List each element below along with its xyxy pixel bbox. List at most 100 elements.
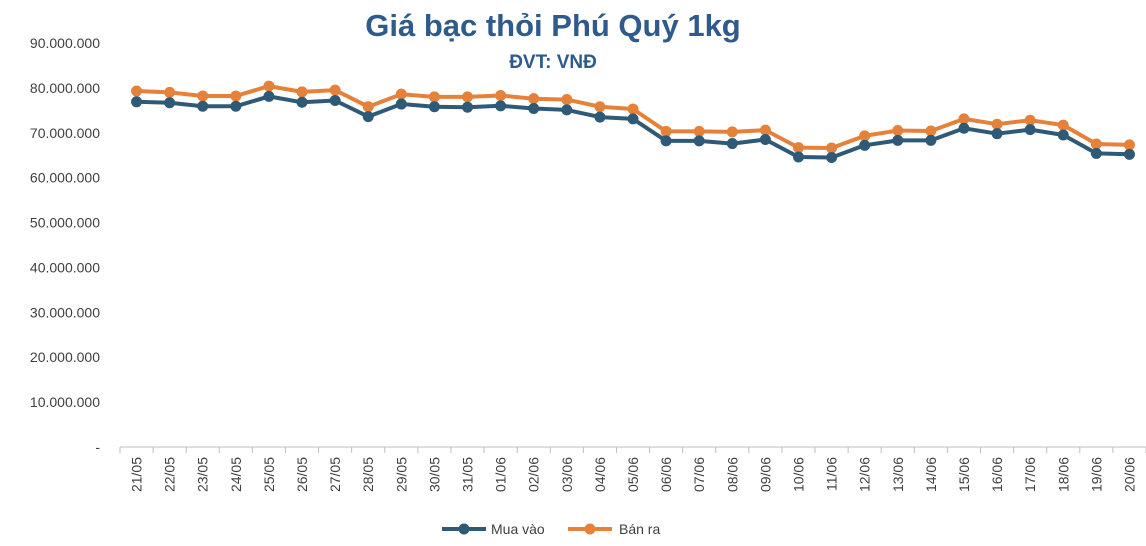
y-tick-label: 50.000.000	[30, 215, 100, 231]
data-point	[495, 90, 507, 102]
data-point	[759, 124, 771, 136]
y-tick-label: 30.000.000	[30, 304, 100, 320]
x-tick-label: 27/05	[327, 457, 343, 492]
data-point	[1024, 124, 1036, 136]
data-point	[1123, 139, 1135, 151]
data-point	[1090, 147, 1102, 159]
x-tick-label: 12/06	[857, 457, 873, 492]
data-point	[892, 125, 904, 137]
data-point	[197, 90, 209, 102]
data-point	[296, 86, 308, 98]
x-tick-label: 20/06	[1121, 457, 1137, 492]
data-point	[627, 103, 639, 115]
data-point	[925, 125, 937, 137]
x-tick-label: 11/06	[824, 457, 840, 491]
x-tick-label: 10/06	[790, 457, 806, 492]
legend-marker	[458, 523, 470, 535]
y-tick-label: 10.000.000	[30, 394, 100, 410]
y-tick-label: 80.000.000	[30, 80, 100, 96]
data-point	[792, 151, 804, 163]
data-point	[462, 101, 474, 113]
data-point	[230, 90, 242, 102]
y-tick-label: 40.000.000	[30, 259, 100, 275]
x-tick-label: 07/06	[691, 457, 707, 492]
data-point	[528, 93, 540, 105]
x-tick-label: 01/06	[493, 457, 509, 492]
data-point	[1090, 138, 1102, 150]
x-tick-label: 03/06	[559, 457, 575, 492]
data-point	[958, 113, 970, 125]
data-point	[197, 100, 209, 112]
x-tick-label: 31/05	[460, 457, 476, 492]
x-tick-label: 02/06	[526, 457, 542, 492]
data-point	[660, 135, 672, 147]
data-point	[859, 139, 871, 151]
data-point	[726, 138, 738, 150]
data-point	[826, 142, 838, 154]
data-point	[296, 96, 308, 108]
data-point	[594, 101, 606, 113]
data-point	[726, 126, 738, 138]
data-point	[991, 128, 1003, 140]
x-tick-label: 14/06	[923, 457, 939, 492]
legend-marker	[584, 523, 596, 535]
x-tick-label: 22/05	[162, 457, 178, 492]
data-point	[991, 118, 1003, 130]
data-point	[859, 130, 871, 142]
x-tick-label: 29/05	[393, 457, 409, 492]
data-point	[263, 90, 275, 102]
legend-label: Mua vào	[491, 521, 545, 537]
y-tick-label: -	[95, 439, 100, 455]
data-point	[693, 125, 705, 137]
x-tick-label: 08/06	[724, 457, 740, 492]
data-point	[792, 142, 804, 154]
data-point	[594, 111, 606, 123]
data-point	[1057, 119, 1069, 131]
y-tick-label: 20.000.000	[30, 349, 100, 365]
data-point	[561, 104, 573, 116]
data-point	[395, 88, 407, 100]
data-point	[759, 134, 771, 146]
x-tick-label: 19/06	[1088, 457, 1104, 492]
data-point	[925, 134, 937, 146]
data-point	[428, 101, 440, 113]
data-point	[462, 91, 474, 103]
data-point	[826, 151, 838, 163]
x-tick-label: 16/06	[989, 457, 1005, 492]
data-point	[958, 122, 970, 134]
legend-label: Bán ra	[619, 521, 660, 537]
data-point	[495, 100, 507, 112]
x-tick-label: 28/05	[360, 457, 376, 492]
x-tick-label: 05/06	[625, 457, 641, 492]
data-point	[164, 97, 176, 109]
data-point	[1024, 114, 1036, 126]
x-tick-label: 15/06	[956, 457, 972, 492]
x-tick-label: 18/06	[1055, 457, 1071, 492]
data-point	[1057, 129, 1069, 141]
x-tick-label: 30/05	[426, 457, 442, 492]
data-point	[362, 101, 374, 113]
x-tick-label: 25/05	[261, 457, 277, 492]
data-point	[230, 100, 242, 112]
x-tick-label: 04/06	[592, 457, 608, 492]
x-tick-label: 17/06	[1022, 457, 1038, 492]
data-point	[428, 91, 440, 103]
data-point	[561, 94, 573, 106]
x-tick-label: 13/06	[890, 457, 906, 492]
chart-title: Giá bạc thỏi Phú Quý 1kg	[365, 8, 741, 43]
data-point	[395, 98, 407, 110]
data-point	[1123, 148, 1135, 160]
x-tick-label: 21/05	[129, 457, 145, 492]
data-point	[627, 113, 639, 125]
x-tick-label: 24/05	[228, 457, 244, 492]
data-point	[131, 85, 143, 97]
y-tick-label: 90.000.000	[30, 35, 100, 51]
data-point	[164, 86, 176, 98]
data-point	[131, 96, 143, 108]
x-tick-label: 23/05	[195, 457, 211, 492]
data-point	[528, 103, 540, 115]
data-point	[362, 111, 374, 123]
data-point	[329, 94, 341, 106]
